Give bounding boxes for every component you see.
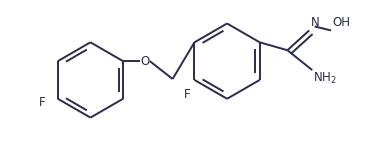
Text: OH: OH — [332, 16, 350, 29]
Text: O: O — [140, 55, 149, 68]
Text: NH$_2$: NH$_2$ — [313, 71, 337, 86]
Text: F: F — [184, 88, 191, 101]
Text: N: N — [311, 16, 320, 29]
Text: F: F — [38, 96, 45, 109]
